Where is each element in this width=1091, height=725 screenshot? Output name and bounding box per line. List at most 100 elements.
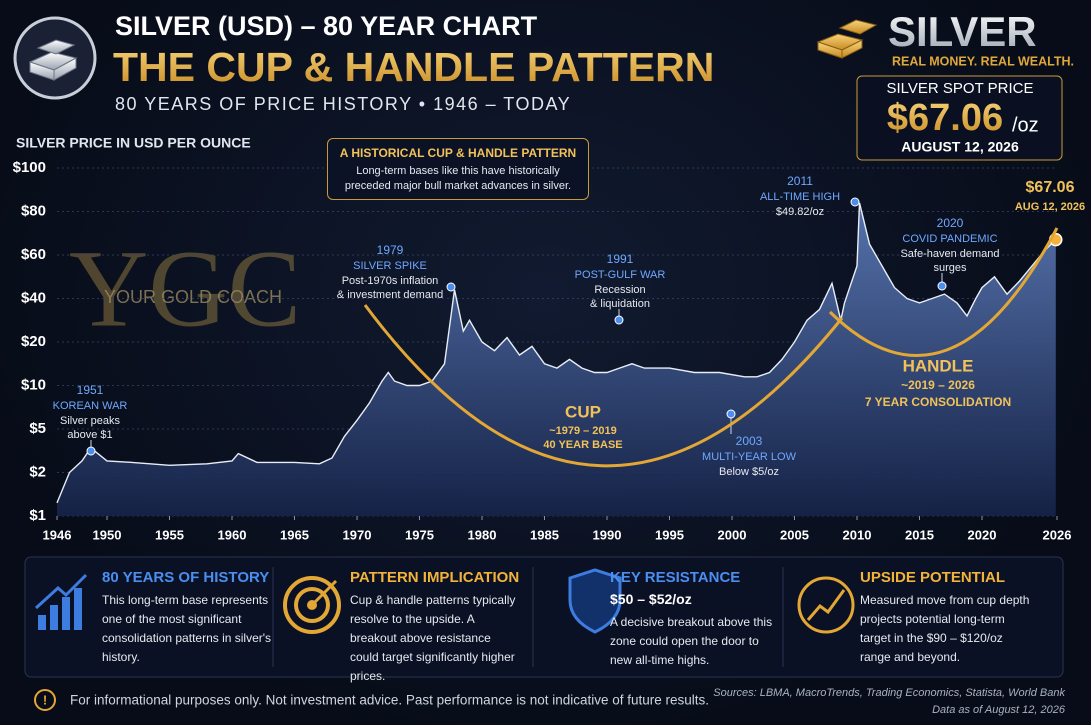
x-tick-label: 2020 xyxy=(968,527,997,542)
info-card: UPSIDE POTENTIAL Measured move from cup d… xyxy=(783,557,1033,677)
y-tick-label: $80 xyxy=(21,202,46,219)
target-icon xyxy=(283,576,341,634)
card-body: A decisive breakout above this zone coul… xyxy=(610,615,773,667)
card-body: This long-term base represents one of th… xyxy=(102,593,272,664)
annotation-year: 1979 xyxy=(377,243,404,257)
pin xyxy=(614,315,624,325)
pin xyxy=(726,409,736,419)
warning-mark: ! xyxy=(43,692,47,707)
annotation-year: 1951 xyxy=(77,383,104,397)
plot: $1 $2 $5 $10 $20 $40 $60 $80 $100 1946 1950 1955 196… xyxy=(13,159,1072,542)
handle-label: HANDLE xyxy=(903,356,974,375)
handle-arc xyxy=(828,227,1059,358)
brand-name: SILVER xyxy=(888,8,1037,55)
x-tick-label: 1955 xyxy=(155,527,184,542)
annotation-text: Below $5/oz xyxy=(719,466,779,478)
cup-range: ~1979 – 2019 xyxy=(549,425,617,437)
callout: A HISTORICAL CUP & HANDLE PATTERN Long-t… xyxy=(327,138,589,200)
disclaimer: For informational purposes only. Not inv… xyxy=(70,693,709,708)
upside-icon xyxy=(797,576,855,634)
y-tick-label: $1 xyxy=(29,507,46,524)
watermark: YGC xyxy=(69,227,301,349)
cup-label: CUP xyxy=(565,402,601,421)
y-tick-label: $10 xyxy=(21,376,46,393)
warning-icon xyxy=(34,689,56,711)
y-tick-label: $5 xyxy=(29,420,46,437)
kicker: SILVER (USD) – 80 YEAR CHART xyxy=(115,11,538,41)
annotation-title: SILVER SPIKE xyxy=(353,260,427,272)
handle-range: ~2019 – 2026 xyxy=(901,378,975,392)
spot-price: $67.06 xyxy=(887,97,1003,139)
x-tick-label: 1950 xyxy=(93,527,122,542)
handle-note: 7 YEAR CONSOLIDATION xyxy=(865,395,1011,409)
x-tick-label: 2005 xyxy=(780,527,809,542)
x-tick-label: 1965 xyxy=(280,527,309,542)
annotation-text: Recession xyxy=(594,284,645,296)
sources: Sources: LBMA, MacroTrends, Trading Econ… xyxy=(713,687,1065,699)
x-tick-label: 1995 xyxy=(655,527,684,542)
x-tick-label: 2026 xyxy=(1043,527,1072,542)
annotation-text: surges xyxy=(933,262,967,274)
callout-title: A HISTORICAL CUP & HANDLE PATTERN xyxy=(339,146,577,160)
annotation-title: POST-GULF WAR xyxy=(575,269,666,281)
annotation-text: Silver peaks xyxy=(60,415,120,427)
y-tick-label: $60 xyxy=(21,246,46,263)
data-date: Data as of August 12, 2026 xyxy=(932,704,1066,716)
card-title: KEY RESISTANCE xyxy=(610,569,741,586)
x-tick-label: 1946 xyxy=(43,527,72,542)
end-price: $67.06 xyxy=(1026,179,1075,196)
brand-tagline: REAL MONEY. REAL WEALTH. xyxy=(892,54,1074,68)
y-tick-label: $20 xyxy=(21,333,46,350)
annotation-year: 2011 xyxy=(787,174,813,188)
x-tick-label: 2000 xyxy=(718,527,747,542)
x-tick-label: 1970 xyxy=(343,527,372,542)
card-title: PATTERN IMPLICATION xyxy=(350,569,520,586)
annotation-year: 1991 xyxy=(607,252,634,266)
y-tick-label: $40 xyxy=(21,289,46,306)
annotation-text: $49.82/oz xyxy=(776,206,824,218)
x-tick-label: 1975 xyxy=(405,527,434,542)
x-tick-label: 2010 xyxy=(843,527,872,542)
card-subtitle: $50 – $52/oz xyxy=(610,591,692,607)
pin xyxy=(446,282,456,292)
y-tick-label: $100 xyxy=(13,159,46,176)
annotation-title: COVID PANDEMIC xyxy=(902,233,997,245)
end-date: AUG 12, 2026 xyxy=(1015,201,1085,213)
cup-note: 40 YEAR BASE xyxy=(543,439,622,451)
annotation-year: 2020 xyxy=(937,216,964,230)
annotation-text: & liquidation xyxy=(590,298,650,310)
annotation-text: Safe-haven demand xyxy=(900,248,999,260)
watermark-sub: YOUR GOLD COACH xyxy=(104,287,282,307)
pin xyxy=(86,446,96,456)
shield-icon xyxy=(568,568,622,634)
card-body: Cup & handle patterns typically resolve … xyxy=(350,593,516,683)
subtitle: 80 YEARS OF PRICE HISTORY • 1946 – TODAY xyxy=(115,94,571,114)
bars-icon xyxy=(34,573,88,630)
spot-label: SILVER SPOT PRICE xyxy=(887,80,1034,97)
spot-box xyxy=(856,75,1063,161)
pin xyxy=(850,197,860,207)
annotation-title: ALL-TIME HIGH xyxy=(760,191,840,203)
y-tick-label: $2 xyxy=(29,463,46,480)
spot-date: AUGUST 12, 2026 xyxy=(901,139,1019,155)
x-tick-label: 1980 xyxy=(468,527,497,542)
card-body: Measured move from cup depth projects po… xyxy=(860,593,1030,664)
silver-bars-icon xyxy=(28,39,78,81)
annotation-title: MULTI-YEAR LOW xyxy=(702,451,797,463)
info-card: 80 YEARS OF HISTORY This long-term base r… xyxy=(25,557,275,677)
gold-bars-icon xyxy=(816,19,878,59)
x-tick-label: 1985 xyxy=(530,527,559,542)
info-card: KEY RESISTANCE $50 – $52/oz A decisive bre… xyxy=(533,557,783,677)
info-card: PATTERN IMPLICATION Cup & handle patterns… xyxy=(273,557,523,683)
x-tick-label: 2015 xyxy=(905,527,934,542)
cards-panel xyxy=(24,556,1064,678)
annotation-text: & investment demand xyxy=(337,289,443,301)
annotation-title: KOREAN WAR xyxy=(53,400,128,412)
price-area xyxy=(57,202,1056,517)
x-tick-label: 1960 xyxy=(218,527,247,542)
card-title: UPSIDE POTENTIAL xyxy=(860,569,1006,586)
annotation-text: Post-1970s inflation xyxy=(342,275,439,287)
callout-body: Long-term bases like this have historica… xyxy=(344,165,572,192)
